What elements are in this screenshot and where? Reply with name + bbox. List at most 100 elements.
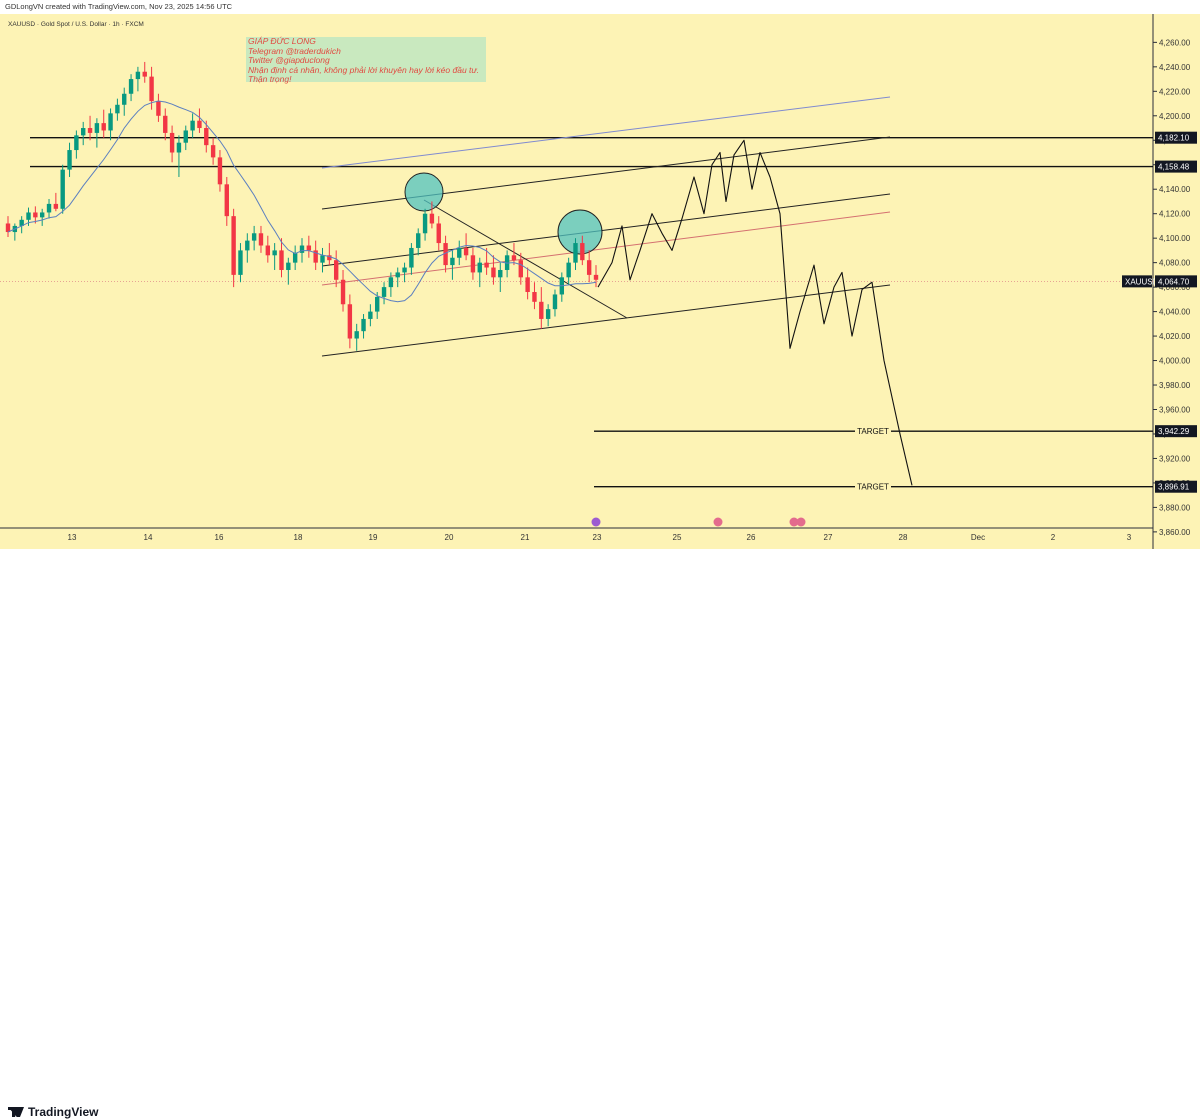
candle-body[interactable] [566,262,571,278]
y-tick-label: 4,200.00 [1159,112,1191,121]
x-tick-label: 14 [144,533,153,542]
candle-body[interactable] [573,243,578,263]
candle-body[interactable] [33,212,38,218]
event-icon[interactable] [591,517,601,527]
y-tick-label: 4,000.00 [1159,357,1191,366]
candle-body[interactable] [381,287,387,297]
candle-body[interactable] [532,292,537,302]
candle-body[interactable] [402,267,407,273]
candle-body[interactable] [5,223,11,233]
candle-body[interactable] [450,257,455,266]
candle-body[interactable] [224,184,229,217]
candle-body[interactable] [169,132,175,153]
candle-body[interactable] [491,267,496,278]
candle-body[interactable] [320,255,325,263]
candle-body[interactable] [128,79,134,94]
candle-body[interactable] [299,245,305,253]
candle-body[interactable] [251,233,257,241]
candle-body[interactable] [586,260,592,275]
candle-body[interactable] [210,145,216,158]
candle-body[interactable] [443,243,448,266]
candle-body[interactable] [416,233,421,248]
candle-body[interactable] [258,233,264,246]
candle-body[interactable] [361,318,366,332]
candle-body[interactable] [498,269,503,278]
candle-body[interactable] [176,142,182,153]
candle-body[interactable] [552,294,558,310]
candle-body[interactable] [156,101,161,116]
candle-body[interactable] [238,250,243,275]
flag-icon[interactable] [789,517,799,527]
flag-icon[interactable] [713,517,723,527]
note-line-twitter: Twitter @giapduclong [248,55,330,65]
candle-body[interactable] [108,113,113,131]
candle-body[interactable] [457,247,462,258]
candle-body[interactable] [347,304,353,339]
candle-body[interactable] [74,135,79,151]
candle-body[interactable] [197,120,202,129]
candle-body[interactable] [163,115,168,133]
moving-average-line [7,100,597,303]
candle-body[interactable] [292,252,298,263]
candle-body[interactable] [409,247,414,268]
candle-body[interactable] [436,223,441,244]
candle-body[interactable] [183,130,188,143]
candle-body[interactable] [477,262,482,273]
candle-body[interactable] [463,247,469,256]
candle-body[interactable] [368,311,373,319]
candle-body[interactable] [217,157,223,185]
candle-body[interactable] [26,212,31,220]
candle-body[interactable] [429,213,435,224]
candle-body[interactable] [231,216,236,275]
candle-body[interactable] [340,279,346,305]
candle-body[interactable] [354,331,359,339]
candle-body[interactable] [333,260,339,280]
candle-body[interactable] [525,277,530,293]
candle-body[interactable] [149,76,154,102]
candle-body[interactable] [101,123,106,131]
candle-body[interactable] [279,250,284,270]
candle-body[interactable] [272,250,277,256]
candle-body[interactable] [19,219,24,226]
price-chart[interactable]: 4,260.004,240.004,220.004,200.004,180.00… [0,0,1200,549]
candle-body[interactable] [286,262,291,270]
candle-body[interactable] [245,240,250,251]
candle-body[interactable] [375,296,380,312]
flag-icon[interactable] [796,517,806,527]
candle-body[interactable] [545,309,551,319]
candle-body[interactable] [94,123,100,133]
candle-body[interactable] [593,274,599,280]
candle-body[interactable] [67,150,72,170]
candle-body[interactable] [204,128,209,146]
candle-body[interactable] [511,255,517,261]
channel-bottom-line [321,284,891,357]
candle-body[interactable] [539,301,544,319]
candle-body[interactable] [395,272,400,278]
target-tag-label: 3,942.29 [1158,427,1190,436]
candle-body[interactable] [53,203,59,209]
candle-body[interactable] [313,250,318,263]
candle-body[interactable] [580,243,585,261]
y-tick-label: 3,880.00 [1159,503,1191,512]
candle-body[interactable] [190,120,195,131]
candle-body[interactable] [518,260,523,278]
candle-body[interactable] [46,203,52,213]
tradingview-logo[interactable]: TradingView [8,1105,98,1119]
candle-body[interactable] [327,255,332,261]
candle-body[interactable] [135,71,141,80]
candle-body[interactable] [60,169,65,209]
candle-body[interactable] [87,128,93,133]
candle-body[interactable] [39,212,45,218]
candle-body[interactable] [388,277,394,288]
footer: TradingView [0,549,1200,1119]
candle-body[interactable] [265,245,271,256]
candle-body[interactable] [422,213,428,234]
candle-body[interactable] [142,71,147,77]
candle-body[interactable] [484,262,489,268]
candle-body[interactable] [470,255,476,273]
symbol-tag [1122,275,1152,288]
candle-body[interactable] [115,104,120,114]
candle-body[interactable] [122,93,127,105]
candle-body[interactable] [81,128,86,136]
candle-body[interactable] [306,245,312,251]
